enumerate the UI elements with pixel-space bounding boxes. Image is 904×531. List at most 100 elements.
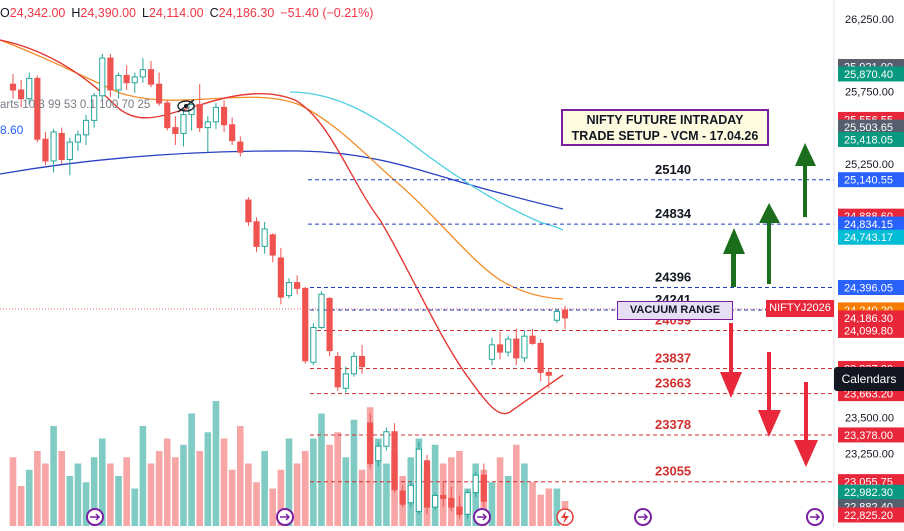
volume-bar: [163, 438, 171, 526]
volume-bar: [431, 444, 439, 526]
level-label: 25140: [655, 162, 691, 177]
candle-body: [26, 77, 33, 100]
candle: [91, 92, 98, 128]
candle: [123, 65, 130, 90]
volume-bar: [496, 457, 504, 526]
dividend-icon[interactable]: [806, 508, 824, 526]
candle: [107, 53, 114, 98]
candle-body: [480, 474, 487, 502]
lightning-icon[interactable]: [556, 508, 574, 526]
sell-arrow-2: [758, 352, 781, 437]
candle-body: [423, 460, 431, 508]
candle: [480, 463, 487, 508]
indicator-value: 8.60: [0, 123, 24, 137]
candle: [42, 131, 49, 166]
candle: [432, 492, 439, 510]
candle-body: [58, 132, 65, 160]
price-label: 25,418.05: [838, 131, 904, 147]
svg-text:23,663.20: 23,663.20: [844, 389, 893, 401]
bottom-markers: [86, 508, 824, 526]
price-label: 24,099.80: [838, 322, 904, 338]
candle-body: [9, 83, 17, 91]
dividend-icon[interactable]: [86, 508, 104, 526]
axis-tick-label: 23,250.00: [845, 448, 894, 460]
symbol-price-tag: NIFTYJ2026: [766, 300, 834, 317]
candle-body: [196, 103, 203, 129]
indicator-legend[interactable]: arts 10 3 99 53 0.1 100 70 25: [0, 99, 151, 111]
buy-arrow-3: [795, 143, 816, 217]
price-label: 24,743.17: [838, 229, 904, 245]
volume-bar: [212, 401, 220, 526]
candle: [423, 454, 431, 515]
volume-bar: [115, 476, 122, 526]
candle: [253, 217, 260, 253]
svg-text:25,140.55: 25,140.55: [844, 175, 893, 187]
volume-bar: [529, 482, 536, 526]
volume-bar: [90, 457, 98, 526]
level-label: 24396: [655, 270, 691, 285]
candle-body: [66, 141, 73, 160]
ohlc-label: L: [141, 6, 149, 20]
candle: [537, 339, 544, 382]
candle-body: [432, 494, 439, 508]
volume-bar: [537, 494, 544, 526]
candle-body: [553, 311, 560, 321]
volume-bar: [180, 444, 187, 526]
dividend-icon[interactable]: [634, 508, 652, 526]
candle-body: [115, 74, 122, 91]
volume-bar: [58, 451, 66, 526]
dividend-icon[interactable]: [473, 508, 491, 526]
ohlc-label: O: [0, 6, 10, 20]
candle: [285, 278, 293, 299]
candle-body: [123, 74, 130, 84]
candle-body: [318, 293, 325, 328]
candle-body: [180, 114, 187, 134]
candle: [448, 486, 455, 512]
price-label: 22,825.20: [838, 507, 904, 523]
candle-body: [350, 355, 358, 375]
candle-body: [237, 141, 244, 153]
svg-text:25,870.40: 25,870.40: [844, 69, 893, 81]
candle-body: [107, 57, 114, 91]
calendars-button[interactable]: Calendars: [834, 367, 904, 391]
candle: [269, 233, 276, 263]
volume-bar: [131, 488, 139, 526]
candle-body: [302, 287, 309, 362]
candle-body: [383, 431, 390, 447]
candle: [245, 197, 252, 227]
price-axis[interactable]: 26,250.0025,750.0025,250.0024,750.0023,7…: [833, 0, 904, 526]
volume-bar: [17, 486, 25, 526]
volume-bar: [456, 451, 463, 526]
eye-off-icon[interactable]: [177, 99, 195, 113]
candle: [58, 127, 65, 164]
volume-bar: [155, 451, 163, 526]
candle: [391, 423, 398, 493]
volume-bar: [301, 451, 309, 526]
candle: [350, 352, 358, 377]
candle: [375, 441, 382, 467]
candle: [82, 114, 90, 145]
price-label: 25,140.55: [838, 172, 904, 188]
candle: [310, 323, 317, 366]
setup-title-line1: NIFTY FUTURE INTRADAY: [586, 113, 744, 127]
buy-arrow-1: [723, 228, 745, 287]
volume-bar: [98, 438, 106, 526]
volume-bar: [293, 463, 301, 526]
price-label: 22,982.30: [838, 484, 904, 500]
candle: [229, 117, 236, 145]
trade-arrows: [720, 143, 818, 467]
candle-body: [269, 234, 276, 256]
dividend-icon[interactable]: [276, 508, 294, 526]
volume-bar: [82, 482, 90, 526]
volume-bar: [50, 426, 57, 526]
candle-body: [440, 494, 447, 499]
volume-bar: [196, 451, 204, 526]
setup-title-line2: TRADE SETUP - VCM - 17.04.26: [571, 129, 759, 143]
volume-bar: [269, 488, 277, 526]
candle-body: [261, 228, 268, 247]
candles: [9, 53, 569, 519]
candle: [212, 102, 220, 130]
level-label: 23378: [655, 417, 691, 432]
